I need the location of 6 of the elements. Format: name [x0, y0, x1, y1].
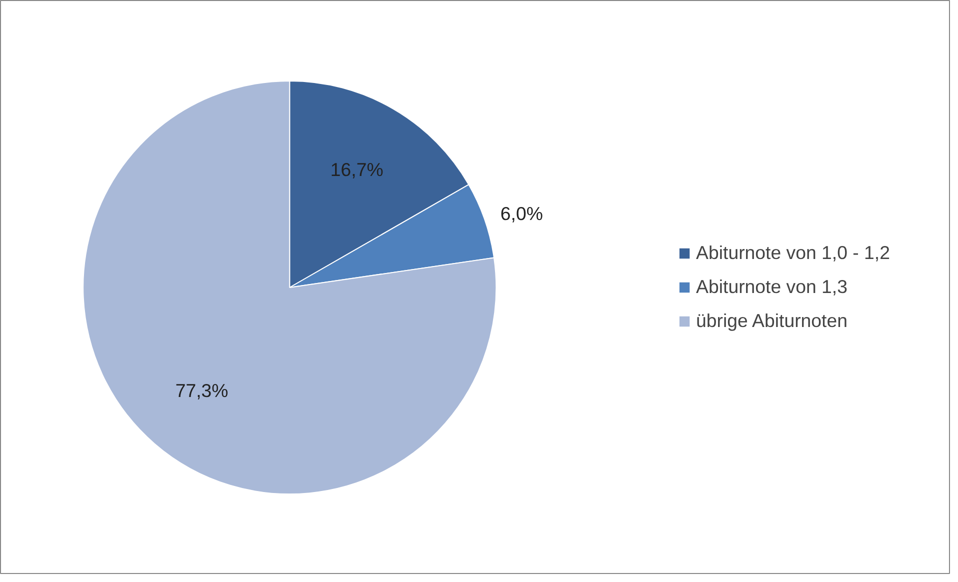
legend-label: übrige Abiturnoten	[696, 310, 848, 332]
legend-label: Abiturnote von 1,3	[696, 276, 848, 298]
data-label: 6,0%	[500, 203, 543, 224]
data-label: 77,3%	[175, 380, 228, 401]
data-label: 16,7%	[330, 159, 384, 180]
legend-label: Abiturnote von 1,0 - 1,2	[696, 242, 890, 264]
